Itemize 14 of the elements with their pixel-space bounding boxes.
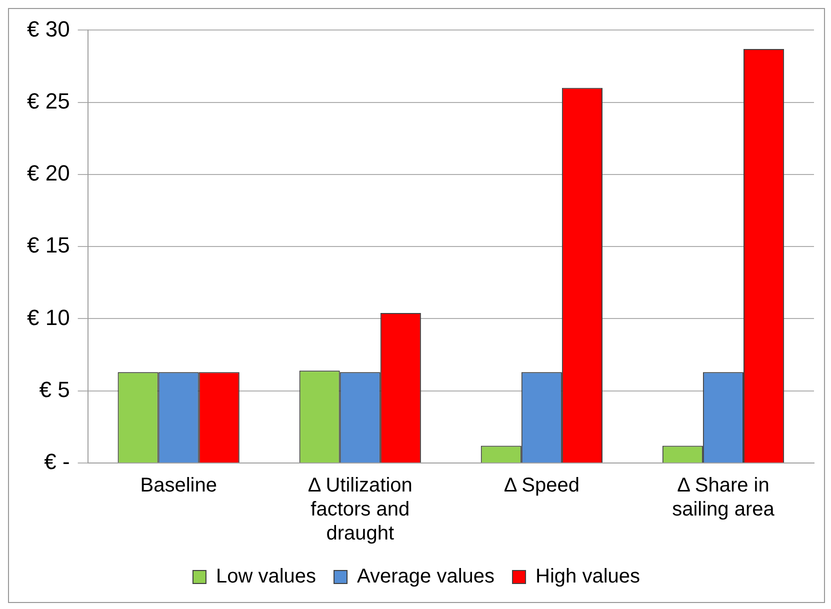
x-tick-label: Δ Share in sailing area <box>672 474 776 521</box>
x-tick-label: Δ Utilization factors and draught <box>308 474 412 545</box>
y-tick-label: € 25 <box>26 88 70 114</box>
legend-label: High values <box>536 566 640 588</box>
x-tick-label: Δ Speed <box>504 474 580 497</box>
y-tick-label: € 20 <box>26 160 70 186</box>
y-tick-label: € 10 <box>26 304 70 330</box>
legend-label: Average values <box>357 566 495 588</box>
y-tick-label: € 15 <box>26 232 70 258</box>
y-tick-label: € 30 <box>26 16 70 42</box>
y-tick-label: € - <box>44 449 70 474</box>
x-tick-label: Baseline <box>140 474 217 497</box>
y-tick-label: € 5 <box>39 376 70 402</box>
legend-label: Low values <box>216 566 316 588</box>
